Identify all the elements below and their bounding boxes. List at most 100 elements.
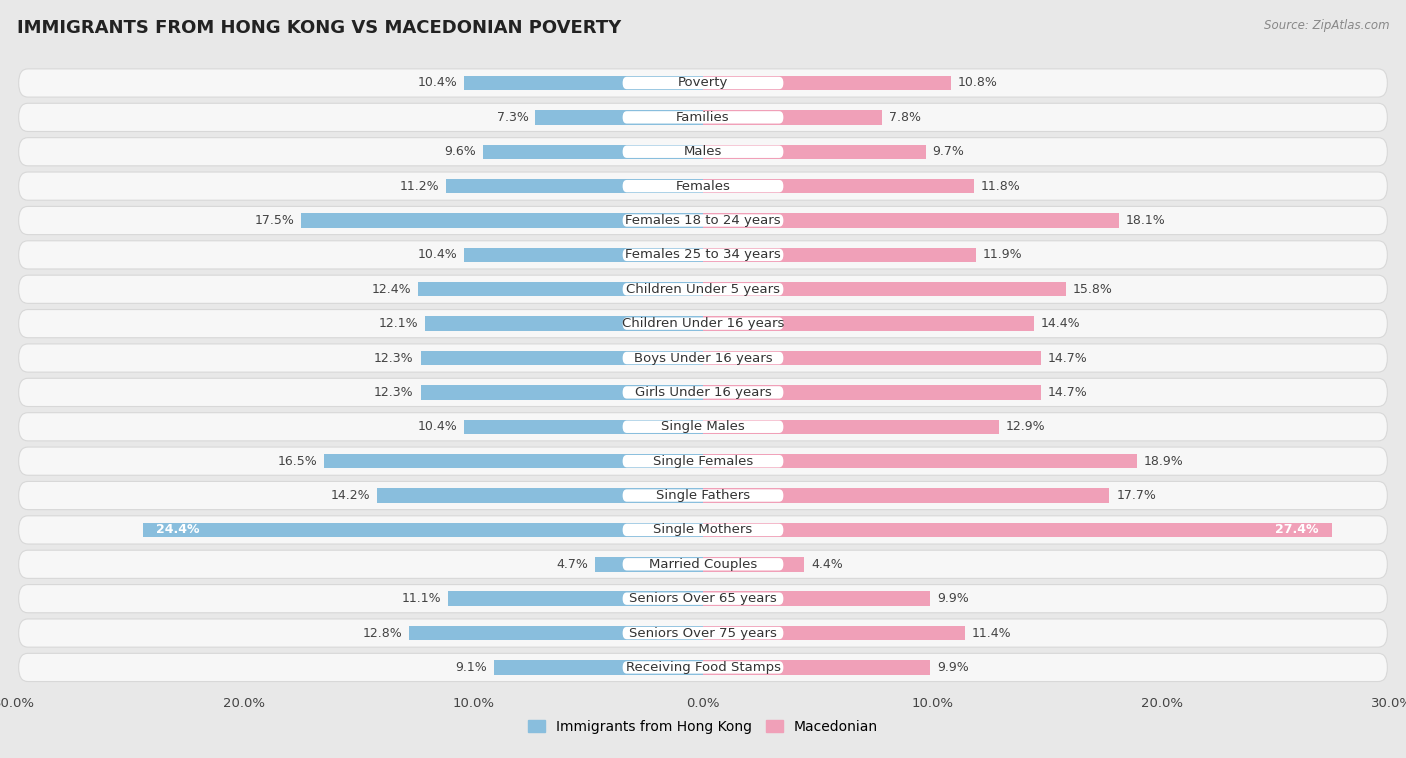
Bar bbox=[377, 488, 703, 503]
Text: 12.4%: 12.4% bbox=[371, 283, 412, 296]
Text: 24.4%: 24.4% bbox=[156, 524, 200, 537]
Text: 7.3%: 7.3% bbox=[496, 111, 529, 124]
Bar bbox=[703, 248, 976, 262]
Bar bbox=[703, 557, 804, 572]
Text: 9.1%: 9.1% bbox=[456, 661, 486, 674]
Text: Seniors Over 65 years: Seniors Over 65 years bbox=[628, 592, 778, 605]
FancyBboxPatch shape bbox=[18, 481, 1388, 509]
FancyBboxPatch shape bbox=[18, 206, 1388, 234]
Bar bbox=[536, 110, 703, 124]
Text: Single Mothers: Single Mothers bbox=[654, 524, 752, 537]
Bar bbox=[703, 488, 1109, 503]
Bar bbox=[703, 626, 965, 641]
Text: Children Under 16 years: Children Under 16 years bbox=[621, 317, 785, 330]
Bar bbox=[703, 213, 1119, 227]
FancyBboxPatch shape bbox=[18, 619, 1388, 647]
Bar bbox=[482, 145, 703, 159]
FancyBboxPatch shape bbox=[623, 593, 783, 605]
FancyBboxPatch shape bbox=[623, 146, 783, 158]
Legend: Immigrants from Hong Kong, Macedonian: Immigrants from Hong Kong, Macedonian bbox=[523, 714, 883, 740]
FancyBboxPatch shape bbox=[623, 627, 783, 639]
Bar bbox=[703, 179, 974, 193]
Text: 9.6%: 9.6% bbox=[444, 146, 475, 158]
FancyBboxPatch shape bbox=[623, 352, 783, 364]
FancyBboxPatch shape bbox=[623, 249, 783, 261]
Text: Females: Females bbox=[675, 180, 731, 193]
FancyBboxPatch shape bbox=[623, 111, 783, 124]
FancyBboxPatch shape bbox=[623, 524, 783, 536]
Bar bbox=[420, 385, 703, 399]
Text: 11.1%: 11.1% bbox=[402, 592, 441, 605]
Text: 10.8%: 10.8% bbox=[957, 77, 998, 89]
FancyBboxPatch shape bbox=[623, 661, 783, 674]
Text: Receiving Food Stamps: Receiving Food Stamps bbox=[626, 661, 780, 674]
Bar bbox=[595, 557, 703, 572]
Text: 15.8%: 15.8% bbox=[1073, 283, 1112, 296]
Bar bbox=[703, 110, 882, 124]
FancyBboxPatch shape bbox=[18, 412, 1388, 441]
Text: Females 18 to 24 years: Females 18 to 24 years bbox=[626, 214, 780, 227]
Text: 14.2%: 14.2% bbox=[330, 489, 370, 502]
FancyBboxPatch shape bbox=[18, 172, 1388, 200]
FancyBboxPatch shape bbox=[18, 69, 1388, 97]
Text: Seniors Over 75 years: Seniors Over 75 years bbox=[628, 627, 778, 640]
Bar bbox=[323, 454, 703, 468]
Text: Females 25 to 34 years: Females 25 to 34 years bbox=[626, 249, 780, 262]
Bar bbox=[494, 660, 703, 675]
Text: 10.4%: 10.4% bbox=[418, 249, 457, 262]
Text: 9.7%: 9.7% bbox=[932, 146, 965, 158]
Bar bbox=[142, 523, 703, 537]
Text: Married Couples: Married Couples bbox=[650, 558, 756, 571]
Text: 17.7%: 17.7% bbox=[1116, 489, 1156, 502]
Text: 11.2%: 11.2% bbox=[399, 180, 439, 193]
FancyBboxPatch shape bbox=[623, 318, 783, 330]
Bar bbox=[703, 76, 950, 90]
Text: 14.7%: 14.7% bbox=[1047, 386, 1087, 399]
Bar bbox=[703, 420, 1000, 434]
Bar bbox=[464, 76, 703, 90]
Text: 11.8%: 11.8% bbox=[981, 180, 1021, 193]
FancyBboxPatch shape bbox=[623, 215, 783, 227]
Text: Single Fathers: Single Fathers bbox=[657, 489, 749, 502]
Text: 16.5%: 16.5% bbox=[277, 455, 318, 468]
Text: Single Males: Single Males bbox=[661, 420, 745, 434]
Text: 18.9%: 18.9% bbox=[1144, 455, 1184, 468]
Text: 12.3%: 12.3% bbox=[374, 352, 413, 365]
Text: 12.1%: 12.1% bbox=[378, 317, 418, 330]
Text: Single Females: Single Females bbox=[652, 455, 754, 468]
Bar bbox=[464, 248, 703, 262]
Bar bbox=[446, 179, 703, 193]
FancyBboxPatch shape bbox=[623, 490, 783, 502]
Bar bbox=[420, 351, 703, 365]
Text: Girls Under 16 years: Girls Under 16 years bbox=[634, 386, 772, 399]
Text: 27.4%: 27.4% bbox=[1275, 524, 1319, 537]
FancyBboxPatch shape bbox=[18, 309, 1388, 338]
Text: 14.7%: 14.7% bbox=[1047, 352, 1087, 365]
FancyBboxPatch shape bbox=[18, 103, 1388, 131]
Text: 9.9%: 9.9% bbox=[938, 661, 969, 674]
Text: Males: Males bbox=[683, 146, 723, 158]
Text: 14.4%: 14.4% bbox=[1040, 317, 1080, 330]
Text: Source: ZipAtlas.com: Source: ZipAtlas.com bbox=[1264, 19, 1389, 32]
FancyBboxPatch shape bbox=[623, 180, 783, 193]
Text: Boys Under 16 years: Boys Under 16 years bbox=[634, 352, 772, 365]
Bar bbox=[703, 145, 925, 159]
Text: 11.4%: 11.4% bbox=[972, 627, 1011, 640]
Text: 17.5%: 17.5% bbox=[254, 214, 294, 227]
Bar bbox=[703, 282, 1066, 296]
Bar bbox=[449, 591, 703, 606]
FancyBboxPatch shape bbox=[18, 550, 1388, 578]
Text: 4.4%: 4.4% bbox=[811, 558, 842, 571]
Bar bbox=[703, 660, 931, 675]
Bar bbox=[703, 454, 1137, 468]
Text: Poverty: Poverty bbox=[678, 77, 728, 89]
Bar bbox=[703, 591, 931, 606]
FancyBboxPatch shape bbox=[18, 241, 1388, 269]
FancyBboxPatch shape bbox=[18, 344, 1388, 372]
FancyBboxPatch shape bbox=[18, 138, 1388, 166]
Text: Families: Families bbox=[676, 111, 730, 124]
Bar bbox=[703, 385, 1040, 399]
FancyBboxPatch shape bbox=[623, 283, 783, 296]
Bar bbox=[703, 316, 1033, 330]
FancyBboxPatch shape bbox=[18, 275, 1388, 303]
